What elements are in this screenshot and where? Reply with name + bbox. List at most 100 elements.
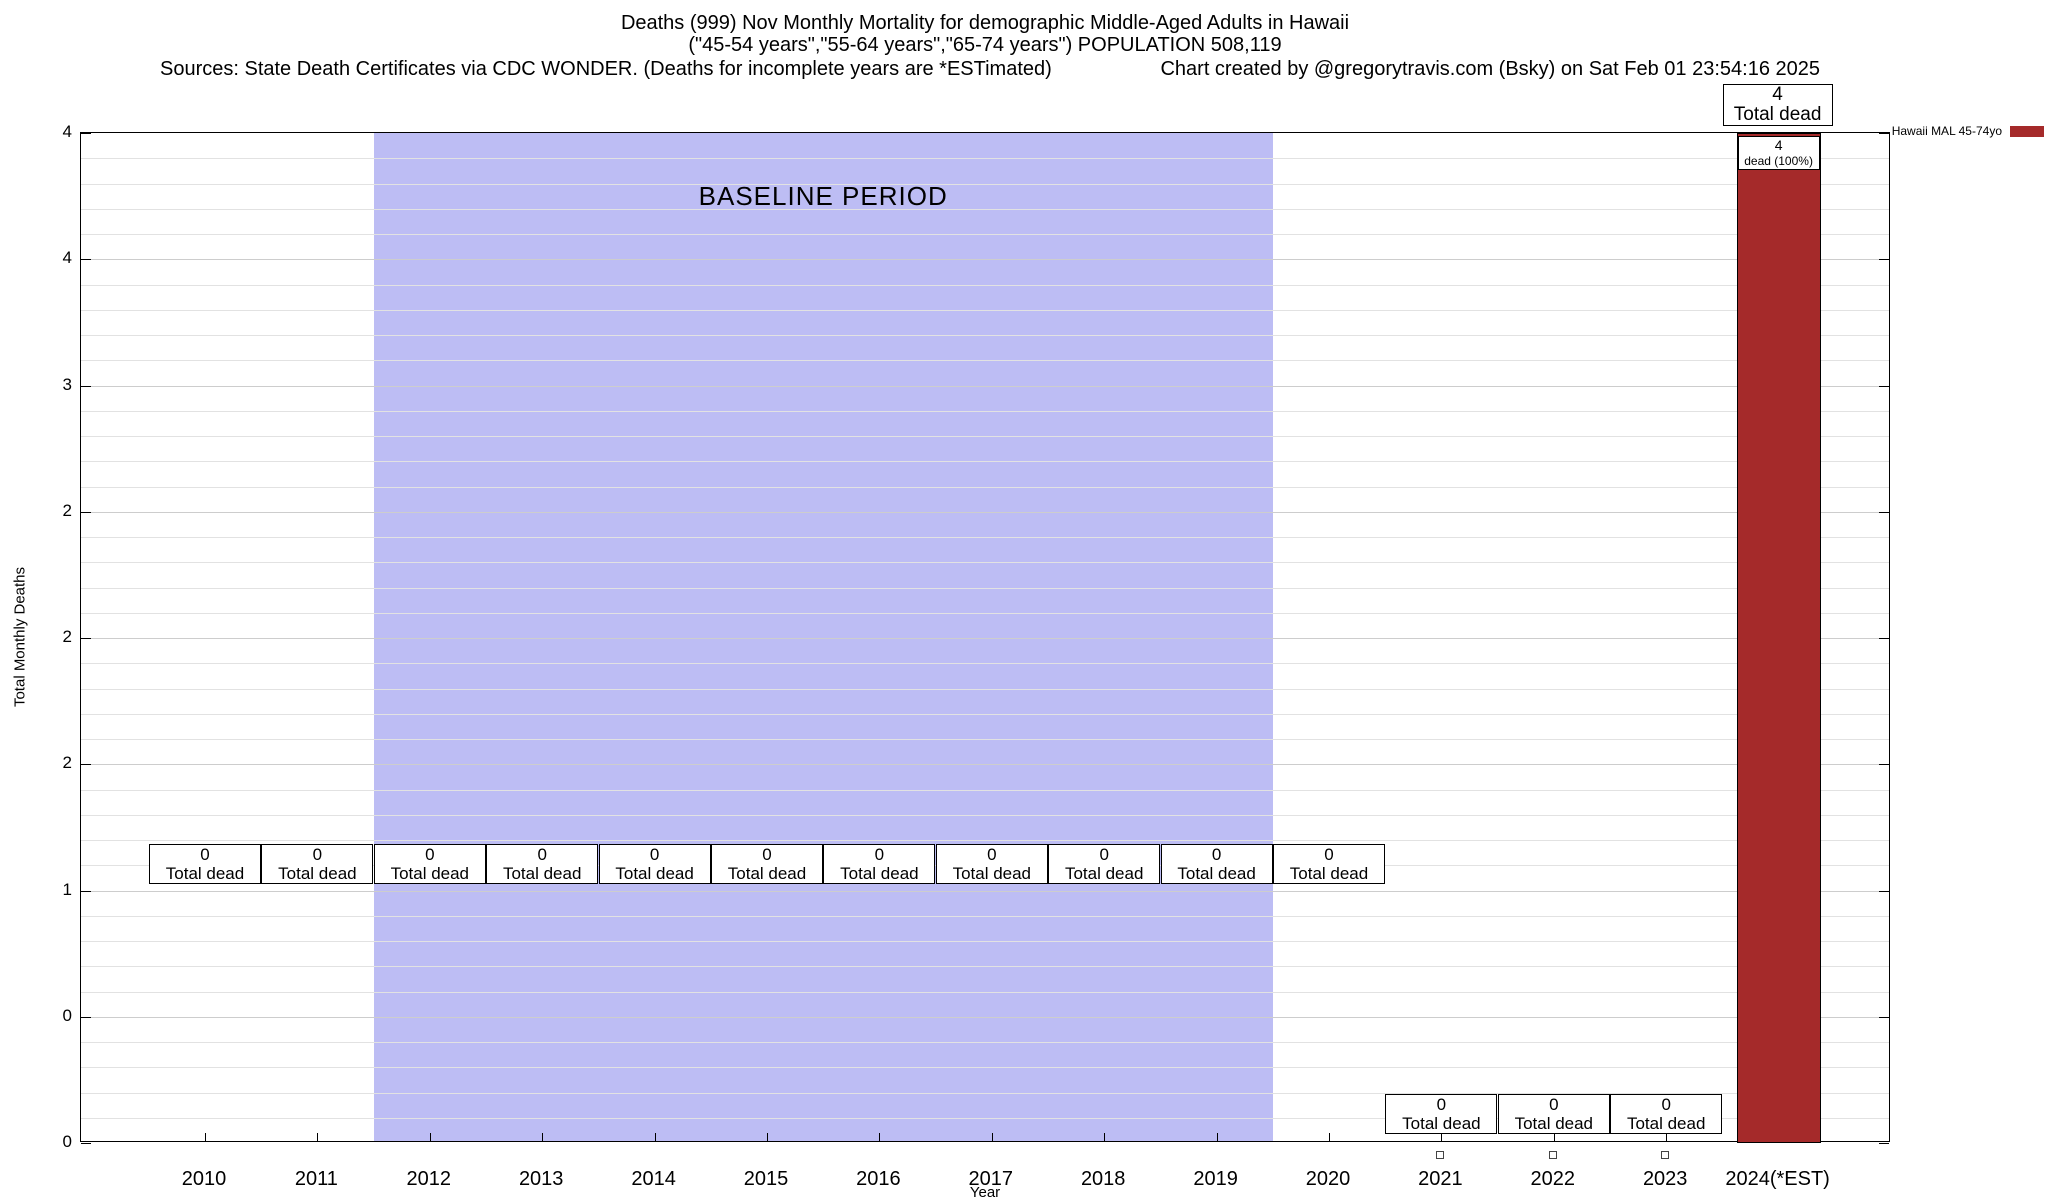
x-tick-mark <box>1216 1133 1218 1141</box>
gridline <box>81 663 1889 665</box>
data-bar <box>1736 133 1821 1143</box>
x-tick-label: 2017 <box>968 1168 1014 1190</box>
bar-total-label: 4 Total dead <box>1722 84 1833 126</box>
x-tick-label: 2023 <box>1642 1168 1688 1190</box>
gridline <box>81 410 1889 412</box>
y-tick-mark <box>81 890 91 892</box>
x-axis-title: Year <box>969 1184 1001 1200</box>
zero-deaths-label: 0 Total dead <box>598 843 711 884</box>
legend-label: Hawaii MAL 45-74yo <box>1891 124 2002 138</box>
x-tick-label: 2020 <box>1305 1168 1351 1190</box>
zero-deaths-label-value: 0 <box>425 844 435 864</box>
gridline <box>81 234 1889 235</box>
y-tick-mark <box>81 638 91 639</box>
zero-deaths-label-caption: Total dead <box>502 863 582 883</box>
x-tick-mark <box>317 1133 319 1141</box>
x-tick-label: 2010 <box>181 1168 227 1190</box>
gridline <box>81 385 1889 387</box>
zero-deaths-label-value: 0 <box>537 844 547 864</box>
x-tick-label: 2022 <box>1530 1168 1576 1190</box>
zero-deaths-label: 0 Total dead <box>1160 843 1273 884</box>
zero-marker <box>1548 1151 1557 1159</box>
x-tick-mark <box>205 1133 206 1141</box>
y-tick-mark <box>81 764 91 766</box>
zero-marker <box>1661 1151 1670 1159</box>
gridline <box>81 284 1889 286</box>
y-tick-mark <box>1879 638 1889 639</box>
gridline <box>81 1016 1889 1018</box>
bar-percentage-label-value: 4 <box>1774 137 1783 153</box>
gridline <box>81 511 1889 513</box>
zero-deaths-label: 0 Total dead <box>373 843 486 884</box>
x-tick-label: 2014 <box>631 1168 676 1190</box>
zero-deaths-label: 0 Total dead <box>823 843 936 884</box>
zero-deaths-label-caption: Total dead <box>1177 863 1256 883</box>
x-tick-label: 2021 <box>1418 1168 1463 1190</box>
zero-deaths-label-caption: Total dead <box>727 863 807 883</box>
x-tick-mark <box>1329 1133 1330 1141</box>
gridline <box>81 764 1889 766</box>
x-tick-mark <box>1441 1133 1443 1141</box>
y-tick-label: 0 <box>62 1132 72 1151</box>
y-tick-mark <box>81 511 91 513</box>
gridline <box>81 259 1889 261</box>
zero-deaths-label: 0 Total dead <box>486 843 599 884</box>
gridline <box>81 890 1889 892</box>
y-tick-label: 4 <box>62 122 72 141</box>
x-tick-mark <box>1553 1133 1555 1141</box>
gridline <box>81 840 1889 841</box>
gridline <box>81 360 1889 362</box>
x-tick-label: 2013 <box>518 1168 564 1190</box>
gridline <box>81 991 1889 993</box>
x-tick-mark <box>767 1133 768 1141</box>
y-tick-mark <box>1879 890 1889 892</box>
zero-deaths-label-value: 0 <box>874 844 885 864</box>
zero-deaths-label-value: 0 <box>1661 1095 1671 1114</box>
bar-percentage-label: 4 dead (100%) <box>1737 136 1820 170</box>
y-tick-label: 2 <box>62 500 72 520</box>
gridline <box>81 335 1889 336</box>
zero-deaths-label-value: 0 <box>649 844 660 864</box>
y-tick-mark <box>81 259 91 261</box>
gridline <box>81 461 1889 463</box>
y-tick-mark <box>81 1143 91 1144</box>
zero-deaths-label: 0 Total dead <box>1048 843 1161 884</box>
plot-area: BASELINE PERIOD 0 Total dead 0 Total dead 0 To… <box>80 132 1890 1144</box>
gridline <box>81 739 1889 740</box>
bar-percentage-label-caption: dead (100%) <box>1744 154 1813 168</box>
chart-meta-row: Sources: State Death Certificates via CD… <box>160 58 1820 81</box>
zero-deaths-label: 0 Total dead <box>261 843 374 884</box>
gridline <box>81 814 1889 816</box>
y-tick-mark <box>1879 133 1889 134</box>
gridline <box>81 158 1889 160</box>
gridline <box>81 1117 1889 1119</box>
x-tick-mark <box>879 1133 881 1141</box>
zero-deaths-label: 0 Total dead <box>711 843 823 884</box>
gridline <box>81 183 1889 185</box>
zero-deaths-label-caption: Total dead <box>1064 863 1144 883</box>
zero-deaths-label: 0 Total dead <box>1385 1094 1498 1134</box>
zero-deaths-label: 0 Total dead <box>149 843 261 884</box>
zero-deaths-label: 0 Total dead <box>1610 1094 1723 1134</box>
x-tick-label: 2012 <box>406 1168 452 1190</box>
legend-swatch <box>2010 125 2044 137</box>
x-tick-label: 2015 <box>743 1168 789 1190</box>
zero-deaths-label-value: 0 <box>312 844 323 864</box>
x-tick-mark <box>542 1133 544 1141</box>
legend: Hawaii MAL 45-74yo <box>1892 124 2044 138</box>
gridline <box>81 436 1889 437</box>
zero-deaths-label-caption: Total dead <box>1402 1114 1481 1133</box>
y-tick-label: 4 <box>62 248 72 268</box>
y-tick-label: 2 <box>62 753 72 773</box>
zero-deaths-label-caption: Total dead <box>165 863 245 883</box>
zero-deaths-label-value: 0 <box>1549 1095 1559 1114</box>
gridline <box>81 915 1889 917</box>
zero-deaths-label-value: 0 <box>1099 844 1109 864</box>
y-tick-label: 2 <box>62 627 72 646</box>
bar-total-label-value: 4 <box>1772 84 1783 105</box>
chart-subtitle: ("45-54 years","55-64 years","65-74 year… <box>688 34 1282 56</box>
zero-deaths-label-caption: Total dead <box>278 863 357 883</box>
y-tick-label: 3 <box>62 374 72 394</box>
x-tick-label: 2018 <box>1080 1168 1126 1190</box>
